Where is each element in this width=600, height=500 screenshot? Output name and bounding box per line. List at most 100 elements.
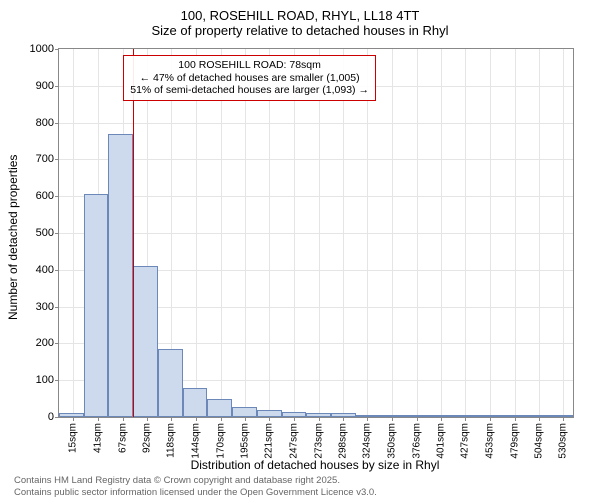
histogram-bar [158, 349, 183, 417]
x-gridline [539, 49, 540, 417]
histogram-bar [108, 134, 133, 417]
histogram-bar [257, 410, 282, 417]
x-tick-label: 144sqm [191, 423, 202, 459]
y-tick-mark [55, 49, 59, 50]
y-tick-mark [55, 380, 59, 381]
annotation-line3: 51% of semi-detached houses are larger (… [130, 84, 369, 97]
histogram-bar [430, 415, 455, 417]
x-tick-label: 41sqm [93, 423, 104, 453]
x-tick-mark [367, 417, 368, 421]
x-gridline [563, 49, 564, 417]
histogram-bar [207, 399, 232, 417]
x-gridline [441, 49, 442, 417]
y-gridline [59, 159, 573, 160]
x-tick-mark [441, 417, 442, 421]
histogram-bar [232, 407, 257, 417]
property-marker-line [133, 49, 134, 417]
y-tick-mark [55, 159, 59, 160]
x-gridline [490, 49, 491, 417]
x-gridline [343, 49, 344, 417]
x-gridline [392, 49, 393, 417]
x-tick-label: 170sqm [215, 423, 226, 459]
y-tick-mark [55, 343, 59, 344]
x-tick-label: 247sqm [289, 423, 300, 459]
x-tick-mark [294, 417, 295, 421]
histogram-bar [455, 415, 480, 417]
x-tick-label: 350sqm [387, 423, 398, 459]
x-tick-mark [147, 417, 148, 421]
x-tick-label: 324sqm [362, 423, 373, 459]
histogram-bar [306, 413, 331, 417]
histogram-bar [133, 266, 158, 417]
x-tick-mark [171, 417, 172, 421]
y-tick-mark [55, 270, 59, 271]
x-tick-label: 479sqm [509, 423, 520, 459]
histogram-bar [405, 415, 430, 417]
histogram-bar [84, 194, 109, 417]
x-tick-mark [196, 417, 197, 421]
x-tick-label: 195sqm [239, 423, 250, 459]
x-tick-label: 67sqm [117, 423, 128, 453]
x-tick-mark [245, 417, 246, 421]
x-tick-label: 376sqm [411, 423, 422, 459]
x-tick-label: 401sqm [435, 423, 446, 459]
y-gridline [59, 196, 573, 197]
chart-container: 100, ROSEHILL ROAD, RHYL, LL18 4TT Size … [0, 0, 600, 500]
histogram-bar [381, 415, 406, 417]
histogram-bar [504, 415, 529, 417]
x-tick-mark [98, 417, 99, 421]
histogram-bar [183, 388, 208, 417]
y-tick-mark [55, 86, 59, 87]
histogram-bar [282, 412, 307, 417]
x-tick-label: 221sqm [264, 423, 275, 459]
x-tick-mark [539, 417, 540, 421]
x-tick-mark [490, 417, 491, 421]
x-tick-label: 298sqm [337, 423, 348, 459]
x-tick-label: 273sqm [313, 423, 324, 459]
x-tick-label: 453sqm [485, 423, 496, 459]
x-tick-mark [515, 417, 516, 421]
footer-attribution: Contains HM Land Registry data © Crown c… [14, 475, 377, 498]
x-gridline [465, 49, 466, 417]
x-tick-mark [465, 417, 466, 421]
x-gridline [319, 49, 320, 417]
histogram-bar [480, 415, 505, 417]
x-tick-mark [221, 417, 222, 421]
x-tick-mark [417, 417, 418, 421]
x-tick-label: 92sqm [141, 423, 152, 453]
chart-title: 100, ROSEHILL ROAD, RHYL, LL18 4TT [0, 0, 600, 23]
x-tick-mark [343, 417, 344, 421]
histogram-bar [331, 413, 356, 417]
histogram-bar [554, 415, 573, 417]
x-gridline [221, 49, 222, 417]
y-axis-label: Number of detached properties [6, 155, 20, 320]
y-tick-mark [55, 417, 59, 418]
annotation-line2: ← 47% of detached houses are smaller (1,… [130, 72, 369, 85]
histogram-bar [59, 413, 84, 417]
x-tick-label: 118sqm [166, 423, 177, 458]
y-gridline [59, 233, 573, 234]
x-gridline [515, 49, 516, 417]
x-axis-label: Distribution of detached houses by size … [0, 458, 600, 472]
x-tick-mark [269, 417, 270, 421]
histogram-bar [529, 415, 554, 417]
histogram-bar [356, 415, 381, 417]
y-gridline [59, 123, 573, 124]
x-tick-label: 427sqm [460, 423, 471, 459]
footer-line1: Contains HM Land Registry data © Crown c… [14, 475, 377, 486]
x-tick-mark [392, 417, 393, 421]
x-gridline [196, 49, 197, 417]
x-gridline [245, 49, 246, 417]
annotation-line1: 100 ROSEHILL ROAD: 78sqm [130, 59, 369, 72]
y-tick-mark [55, 123, 59, 124]
x-gridline [294, 49, 295, 417]
x-tick-mark [319, 417, 320, 421]
y-tick-mark [55, 196, 59, 197]
x-tick-mark [563, 417, 564, 421]
x-tick-label: 530sqm [558, 423, 569, 459]
x-tick-mark [123, 417, 124, 421]
chart-subtitle: Size of property relative to detached ho… [0, 23, 600, 38]
x-tick-label: 15sqm [68, 423, 79, 453]
y-tick-mark [55, 307, 59, 308]
x-gridline [269, 49, 270, 417]
